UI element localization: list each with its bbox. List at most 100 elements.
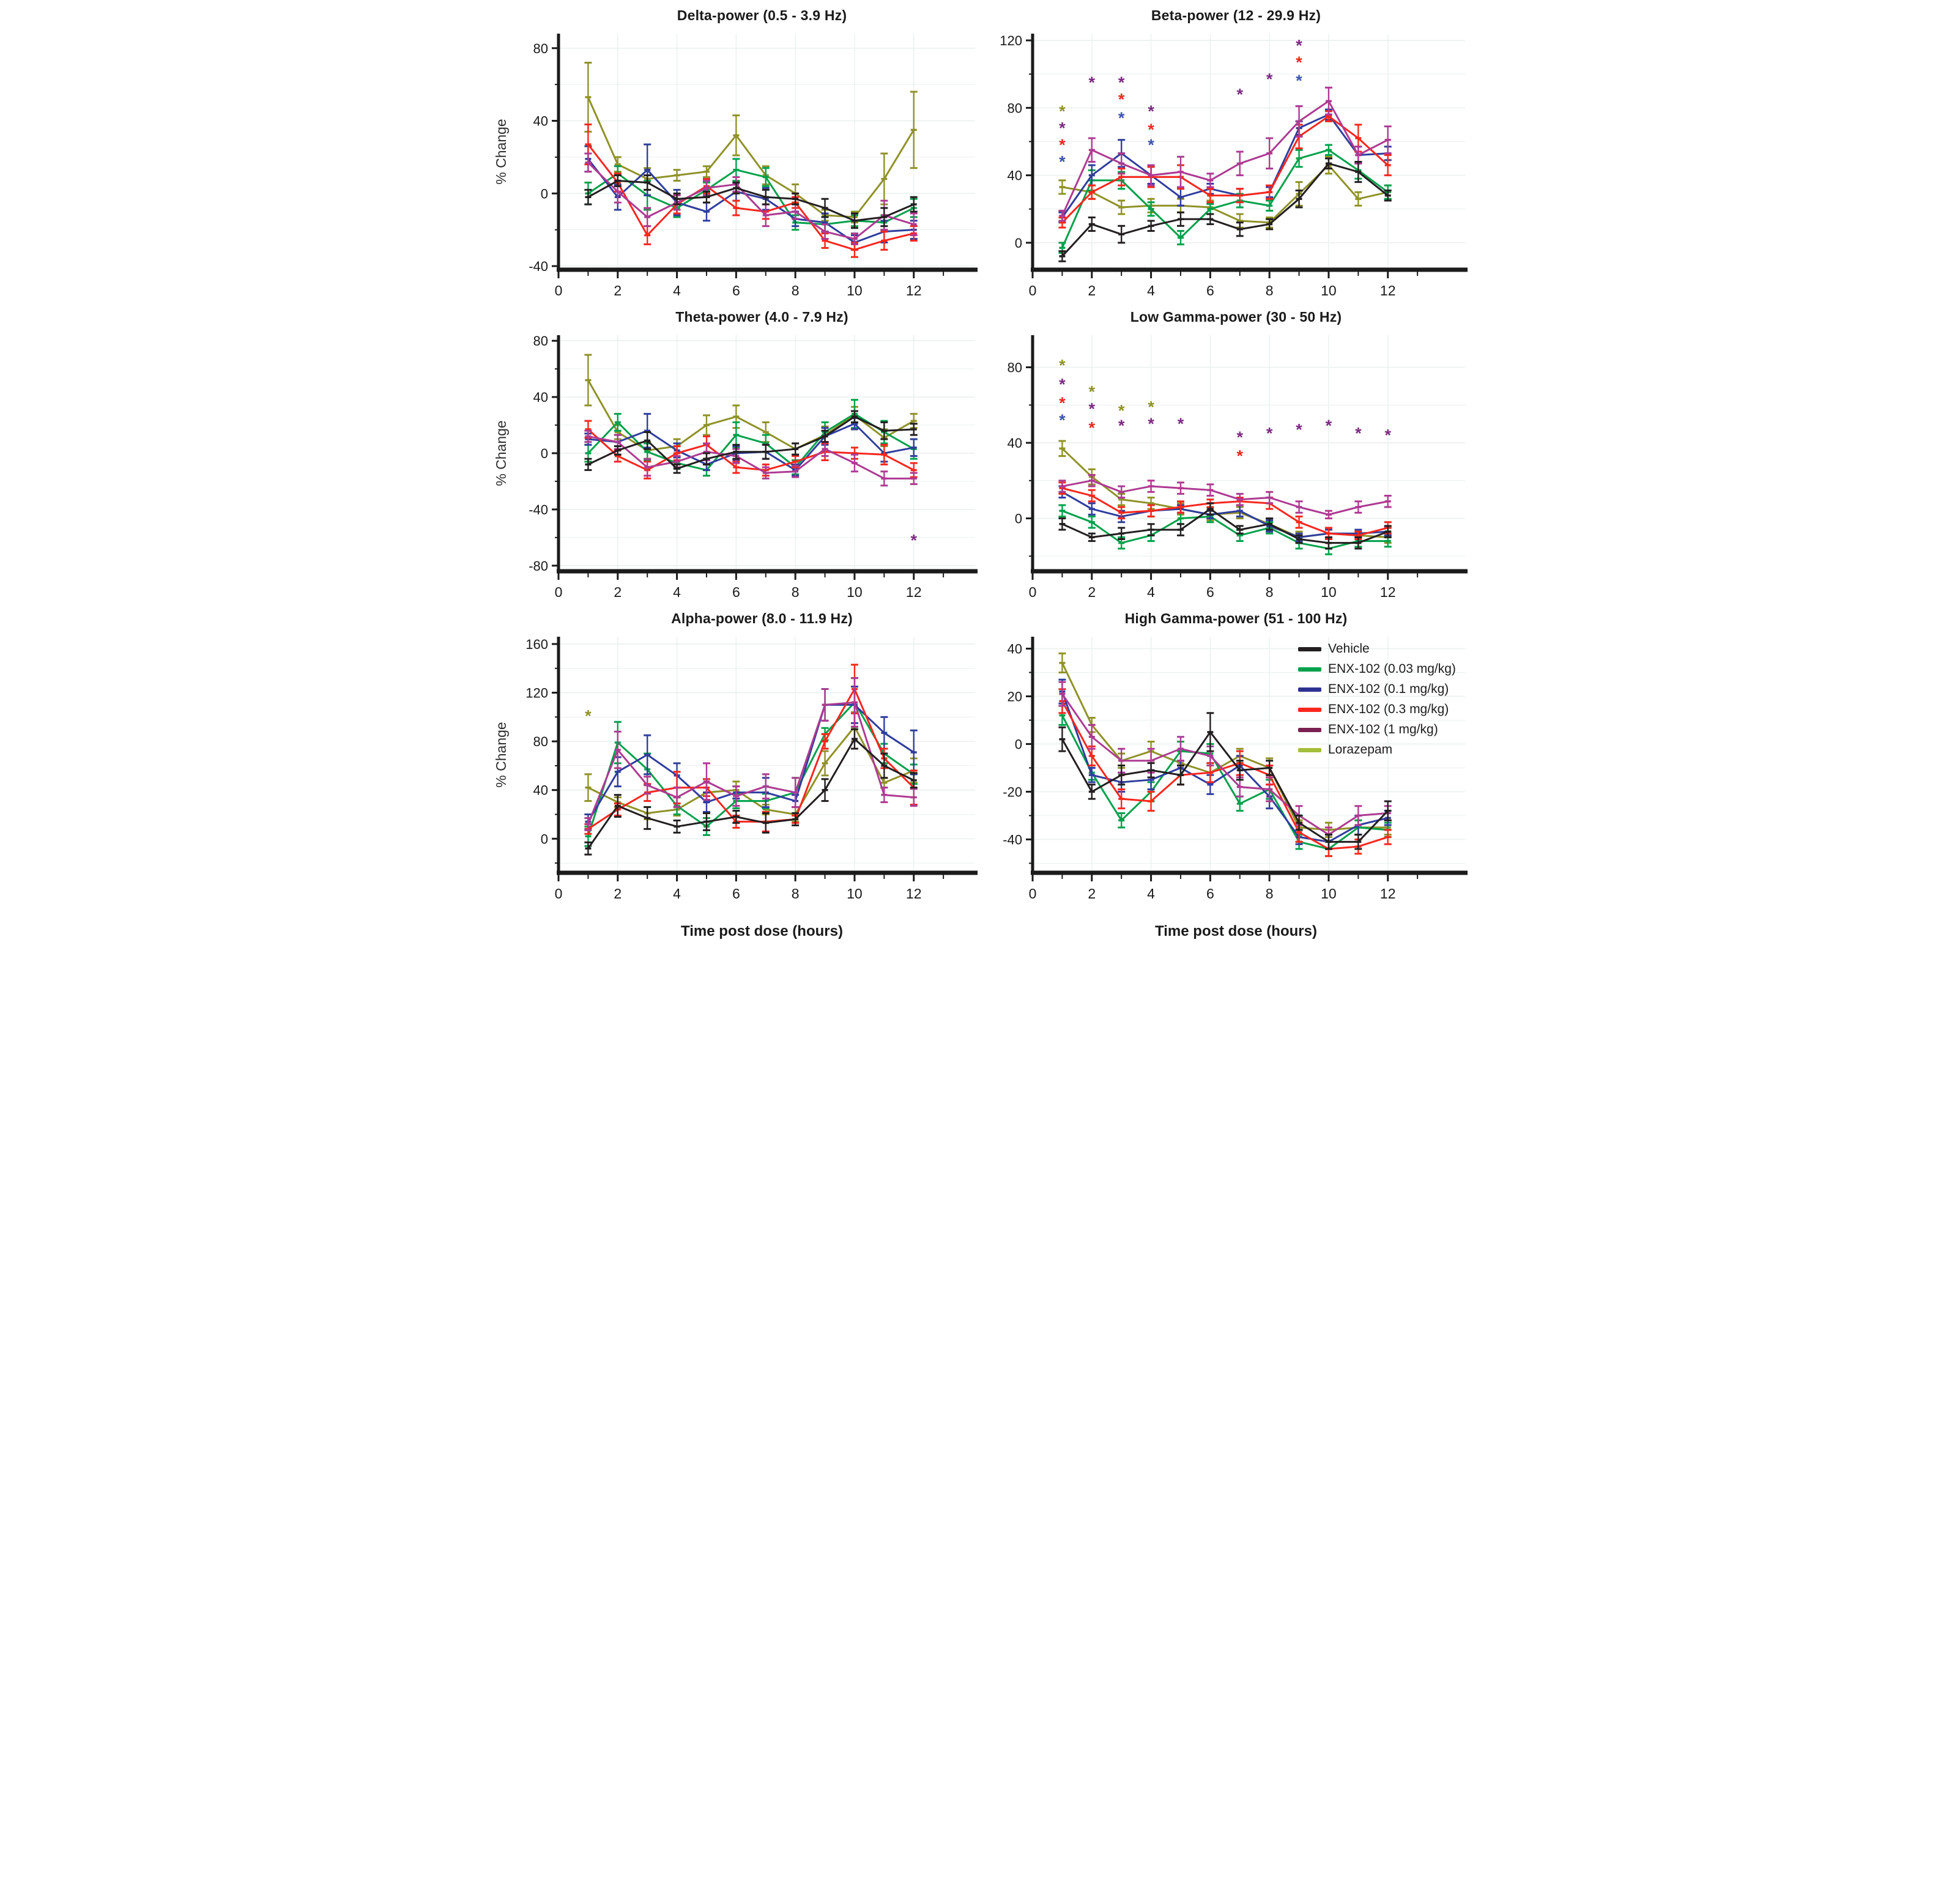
svg-text:40: 40 [1008,435,1022,451]
svg-text:2: 2 [1088,283,1096,298]
svg-text:10: 10 [847,886,863,902]
svg-text:4: 4 [1147,584,1155,600]
panel-low-gamma-power: Low Gamma-power (30 - 50 Hz) 0 40 80 0 2 4 6 8 1… [980,302,1470,603]
svg-text:% Change: % Change [493,420,509,486]
svg-text:12: 12 [1380,886,1396,902]
significance-asterisk: * [1059,153,1066,171]
legend-swatch [1298,646,1321,651]
legend-label: Vehicle [1328,642,1370,656]
eeg-power-figure: Delta-power (0.5 - 3.9 Hz) -40 0 40 80 0 2 4 6 8… [490,0,1470,954]
legend-label: ENX-102 (0.3 mg/kg) [1328,702,1449,716]
svg-text:8: 8 [1266,283,1274,298]
svg-text:6: 6 [1206,584,1214,600]
panel-high-gamma-power: High Gamma-power (51 - 100 Hz) -40 -20 0 2 0… [980,603,1470,954]
chart-canvas-theta: -80 -40 0 40 80 0 2 4 6 8 10 12 % Change * [493,333,978,600]
legend-item-lorazepam: Lorazepam [1298,742,1456,758]
x-axis-title-left: Time post dose (hours) [681,923,843,939]
svg-text:10: 10 [847,283,863,298]
significance-asterisk: * [1148,136,1154,154]
svg-text:2: 2 [1088,584,1096,600]
significance-asterisk: * [585,706,592,725]
significance-asterisk: * [1059,136,1066,154]
svg-text:80: 80 [1008,100,1022,116]
legend-item-enx1: ENX-102 (1 mg/kg) [1298,722,1456,738]
panel-delta-power: Delta-power (0.5 - 3.9 Hz) -40 0 40 80 0 2 4 6 8… [490,0,980,302]
svg-text:2: 2 [614,584,622,600]
chart-canvas-delta: -40 0 40 80 0 2 4 6 8 10 12 % Change [493,34,978,298]
svg-text:40: 40 [533,390,548,405]
svg-text:160: 160 [525,637,548,652]
svg-text:8: 8 [792,886,800,902]
significance-asterisk: * [1089,399,1096,418]
significance-asterisk: * [1266,70,1273,88]
chart-canvas-alpha: 0 40 80 120 160 0 2 4 6 8 10 12 % Change * [493,637,978,902]
significance-asterisk: * [1296,72,1302,90]
svg-text:6: 6 [1206,283,1214,298]
svg-text:0: 0 [541,186,548,201]
svg-text:80: 80 [533,734,548,749]
svg-text:10: 10 [847,584,863,600]
svg-text:6: 6 [1206,886,1214,902]
svg-text:40: 40 [533,114,548,129]
legend-swatch [1298,667,1321,672]
significance-asterisk: * [1296,53,1302,72]
svg-text:4: 4 [673,886,681,902]
legend-item-enx01: ENX-102 (0.1 mg/kg) [1298,681,1456,697]
chart-title-alpha: Alpha-power (8.0 - 11.9 Hz) [671,610,853,626]
legend-swatch [1298,747,1321,752]
legend-label: ENX-102 (0.1 mg/kg) [1328,682,1449,696]
legend-label: ENX-102 (1 mg/kg) [1328,722,1438,736]
svg-text:120: 120 [1000,33,1022,48]
svg-text:10: 10 [1321,283,1337,298]
svg-text:2: 2 [614,283,622,298]
significance-asterisk: * [910,531,917,549]
significance-asterisk: * [1178,415,1184,433]
svg-text:0: 0 [1029,886,1037,902]
svg-text:-20: -20 [1003,784,1022,799]
legend-swatch [1298,727,1321,732]
svg-text:40: 40 [1008,168,1022,183]
significance-asterisk: * [1059,394,1066,412]
svg-text:0: 0 [1015,736,1022,752]
chart-title-high-gamma: High Gamma-power (51 - 100 Hz) [1124,610,1348,626]
significance-asterisk: * [1266,424,1273,443]
svg-text:0: 0 [1015,235,1022,251]
svg-text:8: 8 [792,283,800,298]
svg-text:0: 0 [1029,283,1037,298]
svg-text:-40: -40 [529,502,548,517]
legend-swatch [1298,687,1321,692]
significance-asterisk: * [1118,402,1125,420]
svg-text:12: 12 [906,283,922,298]
significance-asterisk: * [1118,91,1125,109]
significance-asterisk: * [1059,411,1066,429]
significance-asterisk: * [1148,398,1154,416]
legend-label: ENX-102 (0.03 mg/kg) [1328,662,1456,676]
significance-asterisk: * [1089,383,1096,401]
svg-text:0: 0 [1015,511,1022,527]
svg-text:6: 6 [732,584,740,600]
chart-canvas-high-gamma: -40 -20 0 20 40 0 2 4 6 8 10 12 [1003,637,1468,902]
svg-text:4: 4 [1147,283,1155,298]
svg-text:% Change: % Change [493,722,509,787]
svg-text:4: 4 [1147,886,1155,902]
svg-text:4: 4 [673,283,681,298]
svg-text:2: 2 [1088,886,1096,902]
svg-text:0: 0 [555,283,563,298]
significance-asterisk: * [1148,102,1154,120]
significance-asterisk: * [1326,417,1332,435]
chart-title-delta: Delta-power (0.5 - 3.9 Hz) [677,7,847,23]
svg-text:-40: -40 [1003,832,1022,847]
svg-text:0: 0 [541,831,548,846]
significance-asterisk: * [1059,375,1066,393]
svg-text:8: 8 [1266,886,1274,902]
significance-asterisk: * [1355,424,1362,443]
legend-label: Lorazepam [1328,743,1393,757]
significance-asterisk: * [1296,420,1302,439]
significance-asterisk: * [1059,102,1066,120]
x-axis-title-right: Time post dose (hours) [1155,923,1317,939]
significance-asterisk: * [1059,119,1066,137]
svg-text:8: 8 [792,584,800,600]
significance-asterisk: * [1237,428,1244,446]
legend-swatch [1298,707,1321,712]
